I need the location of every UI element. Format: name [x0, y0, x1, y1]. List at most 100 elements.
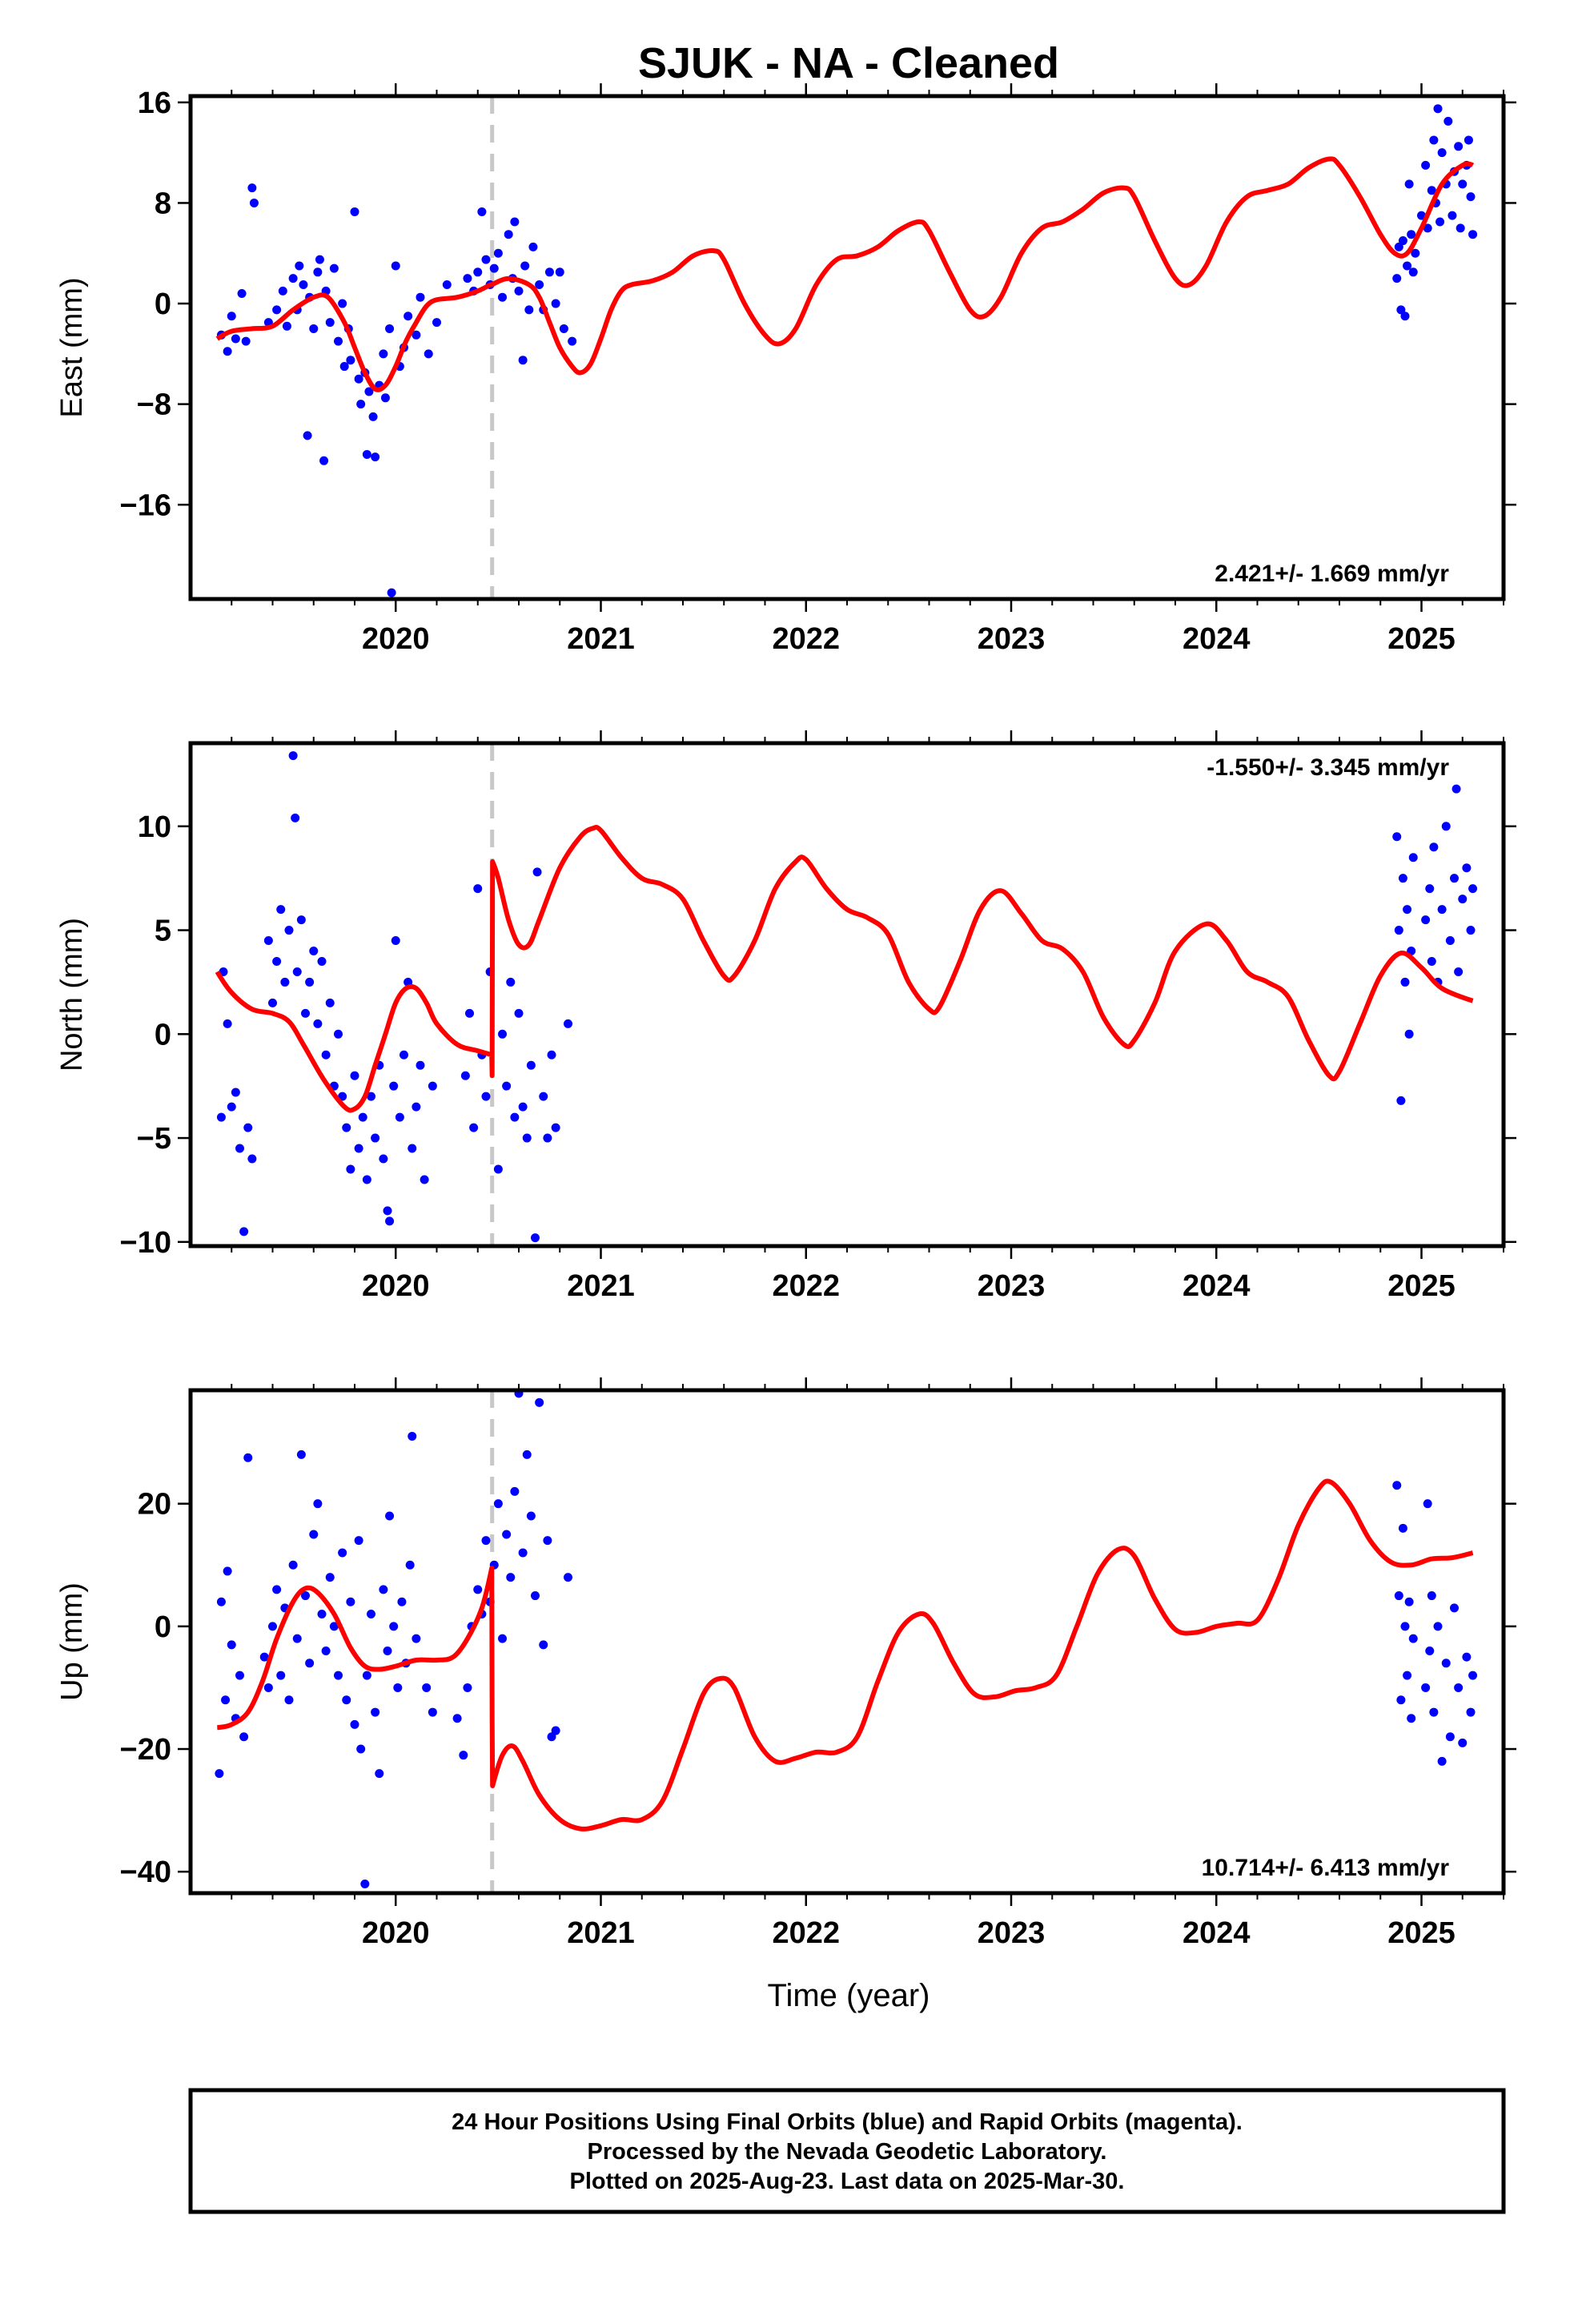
data-point [432, 318, 441, 328]
data-point [391, 261, 400, 271]
data-point [408, 1431, 417, 1441]
data-point [1462, 1652, 1472, 1662]
y-tick-label: 10 [138, 810, 171, 844]
data-point [459, 1751, 468, 1760]
data-point [325, 1573, 335, 1582]
data-point [422, 1683, 432, 1692]
data-point [460, 1071, 470, 1080]
data-point [1392, 274, 1402, 283]
data-point [1466, 192, 1476, 202]
data-point [284, 926, 294, 935]
data-point [547, 1050, 556, 1059]
data-point [227, 1640, 236, 1650]
data-point [502, 1081, 512, 1091]
data-point [249, 198, 259, 207]
x-tick-label: 2021 [567, 1269, 635, 1303]
data-point [518, 1102, 528, 1112]
data-point [380, 393, 390, 403]
data-point [385, 1511, 395, 1521]
data-point [531, 1233, 540, 1243]
data-point [321, 1646, 331, 1655]
data-point [385, 1216, 395, 1226]
data-point [481, 1092, 491, 1101]
data-point [551, 1726, 560, 1735]
data-point [1450, 1603, 1459, 1613]
data-point [1423, 1499, 1432, 1509]
data-point [367, 1610, 375, 1619]
data-point [1392, 832, 1402, 842]
data-point [524, 305, 534, 315]
y-axis-label: North (mm) [55, 918, 89, 1072]
data-point [221, 1695, 231, 1705]
x-tick-label: 2024 [1182, 1916, 1251, 1950]
data-point [1408, 1634, 1418, 1643]
data-point [342, 1695, 351, 1705]
data-point [360, 1880, 370, 1889]
data-point [1407, 1714, 1416, 1723]
east-panel: 2020 2021 2022 2023 2024 2025 16 8 0 −8 −16 East (m… [55, 83, 1516, 656]
data-point [1435, 217, 1445, 227]
data-point [1468, 230, 1478, 239]
data-point [358, 1112, 367, 1122]
data-point [346, 1597, 355, 1606]
y-tick-label: −10 [120, 1226, 171, 1260]
data-point [288, 274, 298, 283]
up-panel: 2020 2021 2022 2023 2024 2025 20 0 −20 −40 Up (mm)… [55, 1377, 1516, 1950]
data-point [319, 456, 329, 465]
data-point [1398, 236, 1407, 246]
data-point [522, 1133, 532, 1143]
data-point [227, 312, 236, 321]
data-point [1452, 784, 1461, 794]
data-point [420, 1175, 429, 1184]
data-point [334, 1671, 343, 1680]
data-point [305, 1659, 315, 1668]
data-point [473, 1585, 483, 1594]
data-point [321, 1050, 331, 1059]
data-point [325, 318, 335, 328]
data-point [510, 217, 520, 227]
data-point [346, 1164, 355, 1174]
data-point [1458, 895, 1468, 904]
data-point [291, 813, 300, 822]
x-tick-label: 2024 [1182, 1269, 1251, 1303]
data-point [404, 312, 413, 321]
data-point [280, 977, 290, 987]
data-point [551, 299, 560, 308]
data-point [1454, 967, 1464, 976]
data-point [235, 1144, 244, 1153]
data-point [385, 324, 395, 333]
data-point [350, 1071, 359, 1080]
data-point [532, 867, 542, 877]
footer-line-2: Processed by the Nevada Geodetic Laborat… [588, 2139, 1107, 2165]
data-point [313, 1019, 323, 1028]
data-point [216, 1112, 226, 1122]
data-point [1433, 1622, 1443, 1631]
data-point [364, 387, 374, 396]
data-point [1400, 1622, 1410, 1631]
data-point [1423, 223, 1432, 233]
x-tick-label: 2020 [362, 622, 430, 656]
x-tick-label: 2022 [772, 1916, 840, 1950]
y-tick-label: 0 [155, 1610, 171, 1644]
data-point [371, 1133, 380, 1143]
data-point [1421, 1683, 1431, 1692]
x-tick-label: 2025 [1387, 1916, 1456, 1950]
data-point [412, 1634, 421, 1643]
data-point [272, 305, 282, 315]
data-point [1396, 1096, 1406, 1105]
data-point [1437, 905, 1447, 915]
data-point [243, 1453, 253, 1462]
data-point [559, 324, 568, 333]
data-point [1404, 1029, 1414, 1039]
y-tick-label: 0 [155, 1018, 171, 1051]
data-point [243, 1123, 253, 1132]
data-point [1429, 1707, 1439, 1717]
data-point [354, 374, 363, 384]
data-point [1404, 1597, 1414, 1606]
plot-area [215, 96, 1478, 599]
data-point [299, 280, 308, 289]
data-point [531, 1591, 540, 1601]
data-point [305, 977, 315, 987]
x-tick-label: 2024 [1182, 622, 1251, 656]
data-point [317, 1610, 327, 1619]
